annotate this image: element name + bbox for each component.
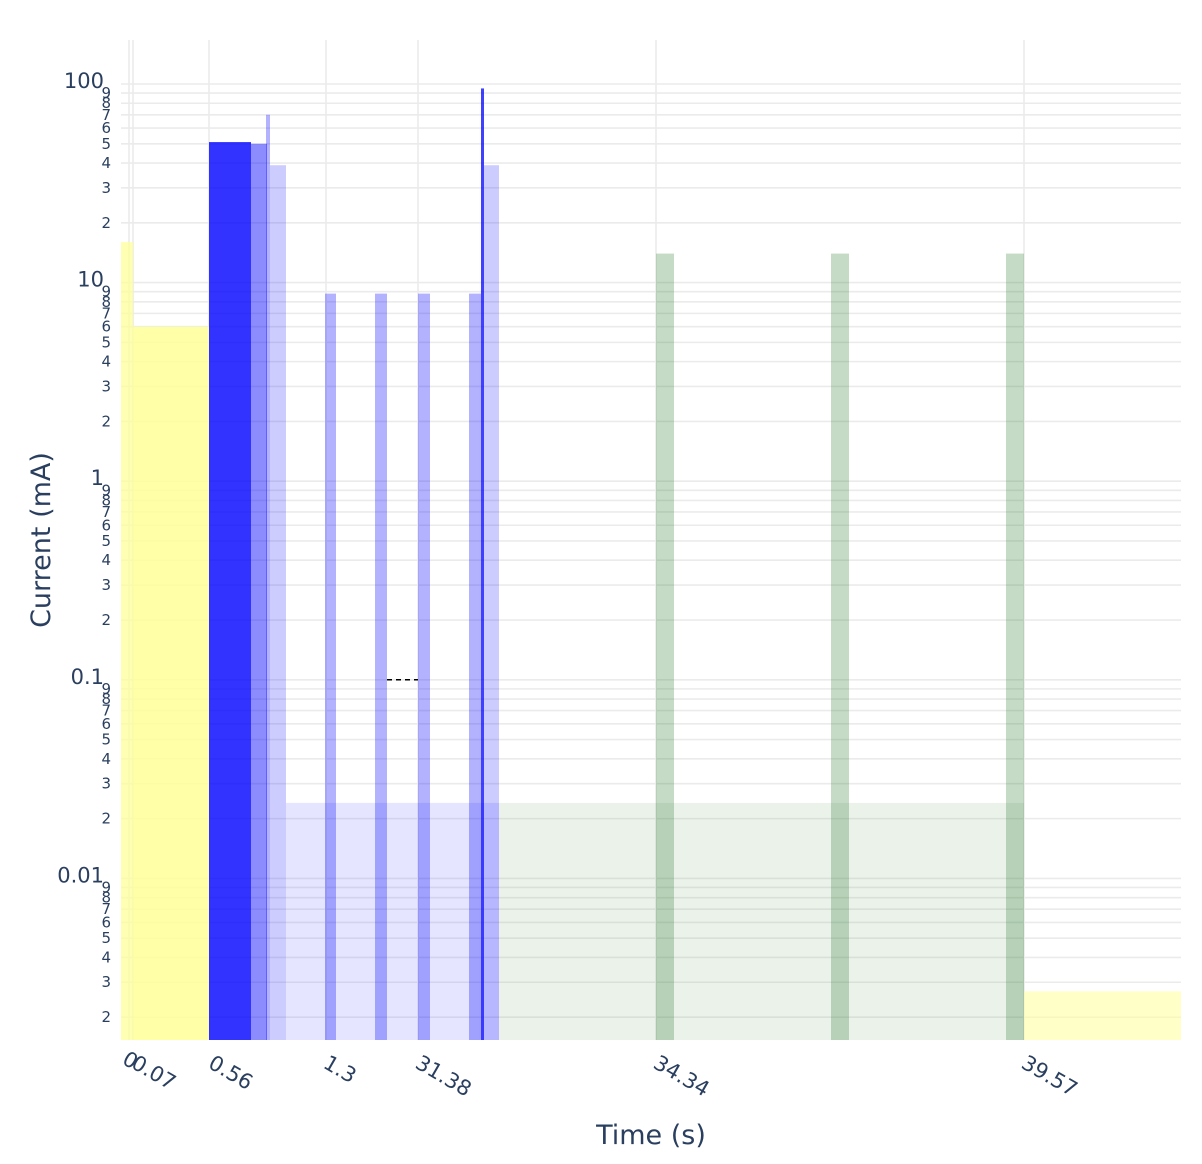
bars bbox=[121, 88, 1181, 1041]
y-minor-tick-label: 4 bbox=[101, 750, 111, 768]
bar bbox=[418, 293, 430, 1040]
y-major-tick-label: 10 bbox=[77, 268, 104, 292]
y-minor-tick-label: 3 bbox=[101, 377, 111, 395]
bar bbox=[266, 114, 270, 1040]
y-minor-tick-label: 2 bbox=[101, 214, 111, 232]
y-minor-tick-label: 2 bbox=[101, 611, 111, 629]
x-tick-label: 1.3 bbox=[320, 1051, 361, 1088]
y-minor-tick-label: 5 bbox=[101, 929, 111, 947]
y-minor-tick-label: 9 bbox=[101, 680, 111, 698]
y-minor-tick-label: 8 bbox=[101, 690, 111, 708]
bar bbox=[375, 293, 387, 1040]
bar bbox=[499, 802, 1024, 1040]
y-minor-tick-label: 7 bbox=[101, 106, 111, 124]
y-minor-tick-label: 4 bbox=[101, 551, 111, 569]
bar bbox=[1006, 253, 1024, 1040]
y-minor-tick-label: 6 bbox=[101, 119, 111, 137]
x-tick-label: 39.57 bbox=[1018, 1051, 1082, 1102]
bar bbox=[484, 165, 499, 1040]
bar bbox=[656, 253, 674, 1040]
y-minor-tick-label: 7 bbox=[101, 503, 111, 521]
bar bbox=[481, 88, 484, 1041]
y-major-tick-label: 100 bbox=[64, 69, 104, 93]
y-minor-tick-label: 6 bbox=[101, 913, 111, 931]
y-minor-tick-label: 8 bbox=[101, 293, 111, 311]
bar bbox=[121, 242, 133, 1040]
x-tick-label: 0.07 bbox=[128, 1051, 181, 1095]
y-minor-tick-label: 7 bbox=[101, 900, 111, 918]
y-minor-tick-label: 5 bbox=[101, 731, 111, 749]
y-minor-tick-label: 3 bbox=[101, 775, 111, 793]
y-minor-tick-label: 9 bbox=[101, 84, 111, 102]
y-minor-tick-label: 2 bbox=[101, 810, 111, 828]
y-major-tick-label: 1 bbox=[91, 466, 104, 490]
bar bbox=[286, 802, 499, 1040]
y-minor-tick-label: 5 bbox=[101, 532, 111, 550]
y-minor-tick-label: 2 bbox=[101, 412, 111, 430]
bar bbox=[831, 253, 849, 1040]
y-minor-tick-label: 9 bbox=[101, 283, 111, 301]
y-minor-tick-label: 5 bbox=[101, 135, 111, 153]
y-minor-tick-label: 3 bbox=[101, 973, 111, 991]
y-minor-tick-label: 9 bbox=[101, 878, 111, 896]
bar bbox=[325, 293, 336, 1040]
y-minor-tick-label: 8 bbox=[101, 889, 111, 907]
y-minor-tick-label: 6 bbox=[101, 516, 111, 534]
bar bbox=[469, 293, 481, 1040]
y-minor-tick-label: 6 bbox=[101, 318, 111, 336]
bar bbox=[251, 143, 267, 1041]
y-major-tick-label: 0.1 bbox=[71, 665, 104, 689]
y-minor-tick-label: 3 bbox=[101, 179, 111, 197]
y-minor-tick-label: 2 bbox=[101, 1008, 111, 1026]
y-minor-tick-label: 9 bbox=[101, 481, 111, 499]
y-minor-tick-label: 8 bbox=[101, 491, 111, 509]
bar bbox=[270, 165, 286, 1040]
bar bbox=[133, 326, 209, 1040]
bar bbox=[1024, 991, 1181, 1040]
x-tick-labels: 00.07 0.56 1.3 31.38 34.34 39.57 bbox=[119, 1047, 1082, 1102]
bar bbox=[209, 142, 251, 1041]
x-axis-title: Time (s) bbox=[595, 1120, 706, 1151]
y-minor-tick-label: 7 bbox=[101, 702, 111, 720]
y-tick-labels: 2345678923456789234567892345678923456789… bbox=[57, 69, 111, 1026]
y-minor-tick-label: 4 bbox=[101, 353, 111, 371]
y-minor-tick-label: 7 bbox=[101, 304, 111, 322]
y-major-tick-label: 0.01 bbox=[57, 863, 104, 887]
y-minor-tick-label: 5 bbox=[101, 333, 111, 351]
x-tick-label: 31.38 bbox=[412, 1051, 476, 1102]
y-minor-tick-label: 6 bbox=[101, 715, 111, 733]
y-minor-tick-label: 3 bbox=[101, 576, 111, 594]
x-tick-label: 0.56 bbox=[205, 1051, 258, 1095]
y-minor-tick-label: 4 bbox=[101, 154, 111, 172]
y-minor-tick-label: 8 bbox=[101, 94, 111, 112]
y-axis-title: Current (mA) bbox=[26, 452, 57, 628]
y-gridlines bbox=[121, 83, 1181, 1019]
x-tick-label: 34.34 bbox=[650, 1051, 714, 1102]
y-minor-tick-label: 4 bbox=[101, 948, 111, 966]
